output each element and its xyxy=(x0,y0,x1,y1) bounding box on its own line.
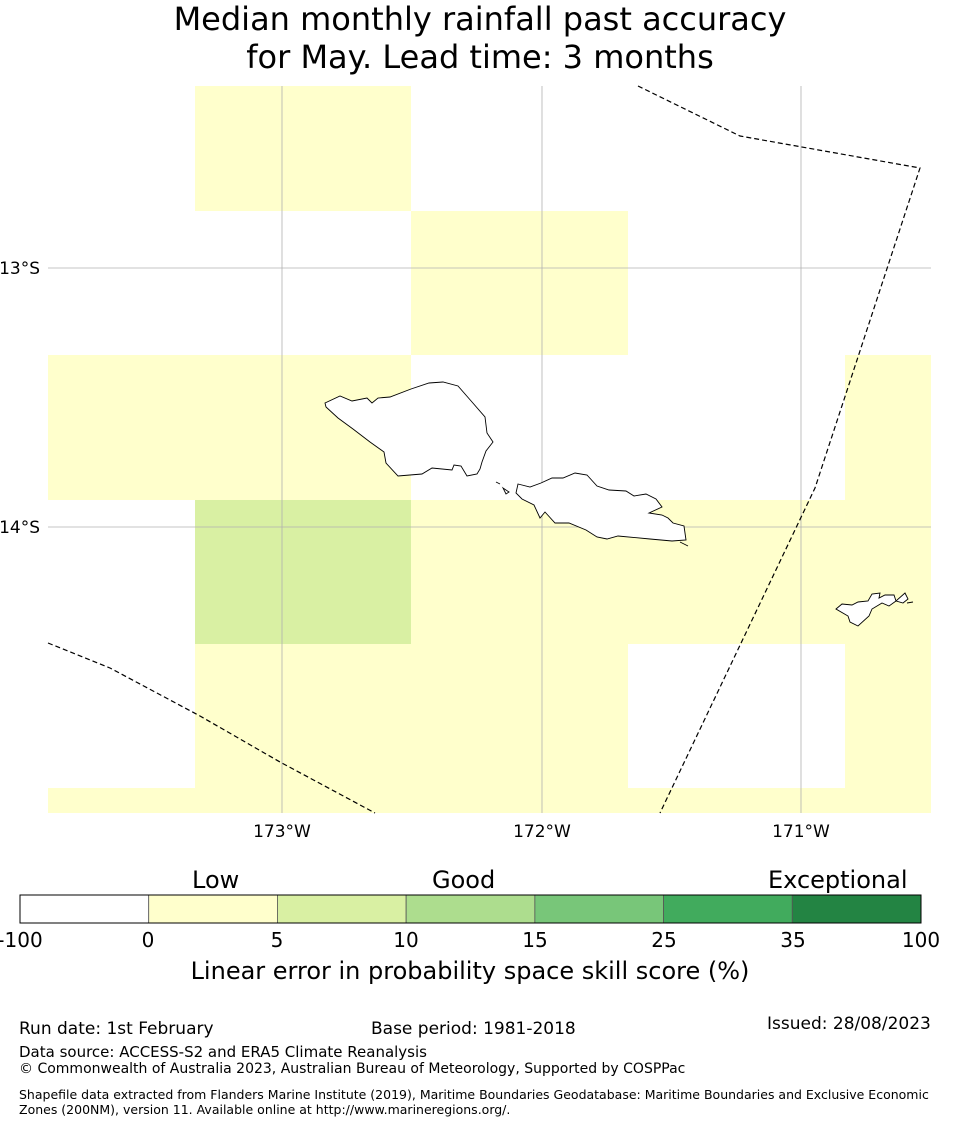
eez-boundary-north xyxy=(637,85,921,814)
cb-tick-neg100: -100 xyxy=(0,928,43,952)
colorbar-bin-1 xyxy=(148,894,278,924)
colorbar-bin-4 xyxy=(534,894,664,924)
grid-cell xyxy=(411,211,628,355)
skill-grid-cells xyxy=(48,86,931,813)
grid-cell xyxy=(195,500,411,644)
lon-label-173w: 173°W xyxy=(253,822,311,842)
chart-title-line2: for May. Lead time: 3 months xyxy=(246,38,714,76)
lat-label-13s: 13°S xyxy=(0,259,40,279)
lat-label-14s: 14°S xyxy=(0,518,40,538)
colorbar-bin-2 xyxy=(277,894,407,924)
apolima-islet xyxy=(501,486,510,495)
cb-tick-10: 10 xyxy=(393,928,419,952)
cb-tick-5: 5 xyxy=(270,928,284,952)
maritime-boundaries xyxy=(47,85,921,814)
colorbar-bin-6 xyxy=(791,894,922,924)
data-source: Data source: ACCESS-S2 and ERA5 Climate … xyxy=(19,1043,427,1061)
colorbar xyxy=(19,894,922,924)
chart-title-line1: Median monthly rainfall past accuracy xyxy=(173,0,787,38)
grid-cell xyxy=(845,644,931,788)
category-good: Good xyxy=(432,866,496,894)
upolu-island xyxy=(515,472,687,542)
eez-boundary-south xyxy=(47,642,376,814)
shapefile-credit: Shapefile data extracted from Flanders M… xyxy=(19,1087,929,1117)
cb-tick-35: 35 xyxy=(780,928,806,952)
aunuu-islet xyxy=(906,601,914,604)
grid-cell xyxy=(48,788,931,813)
colorbar-bin-5 xyxy=(663,894,793,924)
colorbar-label: Linear error in probability space skill … xyxy=(190,957,750,985)
lon-label-171w: 171°W xyxy=(772,822,830,842)
base-period: Base period: 1981-2018 xyxy=(371,1019,576,1039)
cb-tick-25: 25 xyxy=(651,928,677,952)
upolu-tip xyxy=(679,541,689,547)
grid-cell xyxy=(195,644,628,788)
savaii-island xyxy=(324,381,494,477)
grid-cell xyxy=(845,355,931,500)
lon-label-172w: 172°W xyxy=(513,822,571,842)
colorbar-frame xyxy=(19,894,922,924)
cb-tick-15: 15 xyxy=(522,928,548,952)
graticule xyxy=(48,86,931,813)
colorbar-bin-3 xyxy=(405,894,536,924)
category-low: Low xyxy=(192,866,240,894)
category-exceptional: Exceptional xyxy=(768,866,908,894)
colorbar-bin-0 xyxy=(19,894,150,924)
grid-cell xyxy=(195,86,411,211)
coastlines xyxy=(324,381,914,627)
run-date: Run date: 1st February xyxy=(19,1019,214,1039)
cb-tick-100: 100 xyxy=(901,928,941,952)
tutuila-island xyxy=(835,592,909,627)
skill-map: 13°S 14°S 173°W 172°W 171°W xyxy=(0,85,931,842)
cb-tick-0: 0 xyxy=(141,928,155,952)
issued-date: Issued: 28/08/2023 xyxy=(767,1014,931,1034)
copyright: © Commonwealth of Australia 2023, Austra… xyxy=(19,1061,686,1077)
manono-islet xyxy=(495,481,501,485)
